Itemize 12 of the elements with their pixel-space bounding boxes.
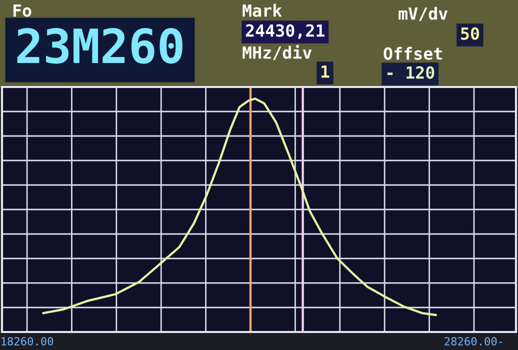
text: Mark xyxy=(242,4,282,17)
text: Fo xyxy=(13,4,32,17)
text: Offset xyxy=(384,46,442,60)
x-tick-label: 28260.00- xyxy=(444,337,502,346)
text: mV/dv xyxy=(398,6,448,22)
text: 23M260 xyxy=(17,28,182,64)
text: 1 xyxy=(321,65,330,78)
text: 50 xyxy=(461,27,479,40)
text: MHz/div xyxy=(242,45,312,60)
x-tick-label: 18260.00 xyxy=(2,337,54,346)
text: - 120 xyxy=(387,66,434,79)
text: 24430,21 xyxy=(246,24,324,39)
